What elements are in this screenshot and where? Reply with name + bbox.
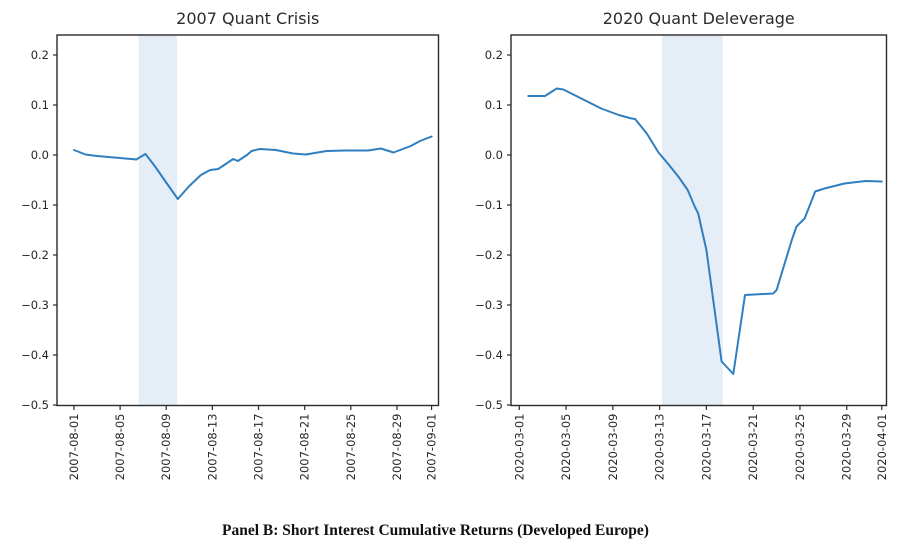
series-line [527,87,883,375]
x-tick-label: 2007-08-17 [252,414,266,481]
x-tick-label: 2020-03-09 [606,414,620,481]
x-tick-label: 2007-08-13 [205,414,219,481]
y-tick-label: −0.1 [21,198,49,212]
y-tick-label: 0.1 [485,98,503,112]
panel-title: 2007 Quant Crisis [176,9,319,28]
y-tick-label: −0.5 [21,398,49,412]
x-tick-label: 2007-08-21 [298,414,312,481]
crisis-shading [138,35,177,406]
x-tick-label: 2007-08-29 [390,414,404,481]
x-tick-label: 2020-03-13 [653,414,667,481]
x-tick-label: 2020-04-01 [875,414,889,481]
y-tick-label: −0.3 [475,298,503,312]
y-tick-label: −0.2 [475,248,503,262]
y-tick-label: 0.0 [485,148,503,162]
y-tick-label: 0.2 [31,48,49,62]
x-tick-label: 2020-03-29 [840,414,854,481]
y-tick-label: 0.0 [31,148,49,162]
x-tick-label: 2007-08-25 [344,414,358,481]
x-tick-label: 2007-08-05 [113,414,127,481]
x-tick-label: 2020-03-01 [512,414,526,481]
crisis-shading [661,35,723,406]
axes-box [56,34,440,407]
x-tick-label: 2007-09-01 [425,414,439,481]
y-tick-label: −0.5 [475,398,503,412]
axes-box [510,34,888,407]
y-tick-label: −0.4 [21,348,49,362]
y-tick-label: −0.2 [21,248,49,262]
panel-title: 2020 Quant Deleverage [603,9,795,28]
x-tick-label: 2020-03-17 [699,414,713,481]
x-tick-label: 2007-08-01 [67,414,81,481]
x-tick-label: 2020-03-05 [559,414,573,481]
series-line [73,135,433,200]
x-tick-label: 2020-03-25 [793,414,807,481]
panel-caption: Panel B: Short Interest Cumulative Retur… [222,522,649,539]
x-tick-label: 2007-08-09 [159,414,173,481]
y-tick-label: 0.1 [31,98,49,112]
y-tick-label: −0.4 [475,348,503,362]
y-tick-label: −0.3 [21,298,49,312]
x-tick-label: 2020-03-21 [746,414,760,481]
chart-panels-svg: 0.2 0.1 0.0 −0.1 −0.2 −0.3 −0.4 −0.5 2007-08-01 2… [21,9,889,481]
y-tick-label: 0.2 [485,48,503,62]
y-tick-label: −0.1 [475,198,503,212]
